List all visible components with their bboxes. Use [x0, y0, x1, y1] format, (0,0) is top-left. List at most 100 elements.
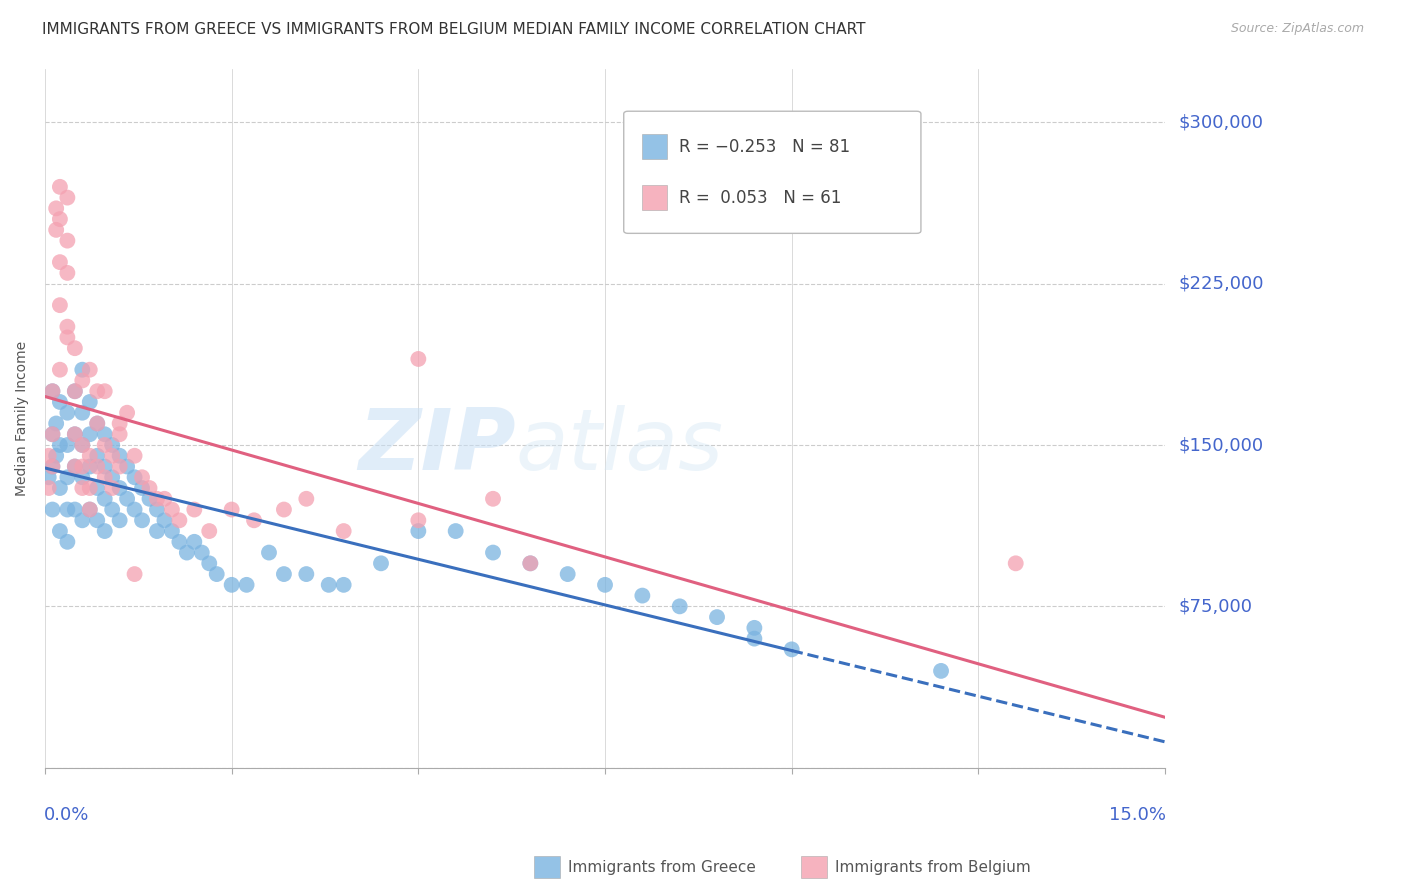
Point — [49, 362, 72, 376]
Text: $225,000: $225,000 — [1180, 275, 1264, 293]
Text: R = −0.253   N = 81: R = −0.253 N = 81 — [679, 137, 849, 155]
Point — [45, 202, 67, 216]
Point — [56, 470, 79, 484]
Point — [169, 513, 191, 527]
Point — [131, 470, 153, 484]
Point — [63, 459, 86, 474]
Point — [79, 427, 101, 442]
Point — [79, 459, 101, 474]
Point — [131, 481, 153, 495]
Point — [332, 578, 354, 592]
Point — [49, 481, 72, 495]
Point — [744, 621, 766, 635]
Point — [108, 449, 131, 463]
Point — [146, 524, 169, 538]
Text: $300,000: $300,000 — [1180, 113, 1264, 131]
Text: Immigrants from Belgium: Immigrants from Belgium — [835, 860, 1031, 874]
Point — [38, 470, 60, 484]
Point — [45, 417, 67, 431]
Point — [295, 567, 318, 582]
Y-axis label: Median Family Income: Median Family Income — [15, 341, 30, 496]
Point — [131, 513, 153, 527]
Point — [63, 384, 86, 399]
Point — [138, 481, 160, 495]
Point — [744, 632, 766, 646]
Point — [169, 534, 191, 549]
Point — [101, 502, 124, 516]
Point — [146, 491, 169, 506]
Point — [41, 427, 63, 442]
Point — [45, 449, 67, 463]
Point — [72, 438, 94, 452]
Point — [41, 459, 63, 474]
Point — [160, 524, 183, 538]
Point — [56, 534, 79, 549]
Point — [108, 513, 131, 527]
Point — [929, 664, 952, 678]
Point — [153, 491, 176, 506]
Point — [146, 502, 169, 516]
Point — [41, 384, 63, 399]
Point — [41, 384, 63, 399]
Point — [370, 557, 392, 571]
Point — [79, 481, 101, 495]
Point — [63, 459, 86, 474]
Point — [668, 599, 690, 614]
Point — [519, 557, 541, 571]
Point — [408, 513, 430, 527]
Text: Source: ZipAtlas.com: Source: ZipAtlas.com — [1230, 22, 1364, 36]
Point — [49, 212, 72, 227]
Point — [780, 642, 803, 657]
Point — [205, 567, 228, 582]
Point — [49, 179, 72, 194]
Point — [115, 459, 138, 474]
Point — [221, 578, 243, 592]
Point — [160, 502, 183, 516]
Point — [124, 470, 146, 484]
Point — [49, 298, 72, 312]
Text: 0.0%: 0.0% — [44, 806, 89, 824]
Point — [101, 438, 124, 452]
Point — [101, 449, 124, 463]
Point — [86, 384, 108, 399]
Point — [63, 427, 86, 442]
Point — [273, 567, 295, 582]
Point — [38, 449, 60, 463]
Point — [183, 534, 205, 549]
Text: IMMIGRANTS FROM GREECE VS IMMIGRANTS FROM BELGIUM MEDIAN FAMILY INCOME CORRELATI: IMMIGRANTS FROM GREECE VS IMMIGRANTS FRO… — [42, 22, 866, 37]
Text: atlas: atlas — [516, 405, 724, 488]
Text: $150,000: $150,000 — [1180, 436, 1264, 454]
Point — [86, 459, 108, 474]
Point — [444, 524, 467, 538]
Point — [72, 513, 94, 527]
Point — [56, 502, 79, 516]
Point — [235, 578, 257, 592]
Point — [221, 502, 243, 516]
Point — [86, 449, 108, 463]
Point — [295, 491, 318, 506]
Point — [332, 524, 354, 538]
Point — [482, 491, 505, 506]
Point — [124, 502, 146, 516]
Point — [631, 589, 654, 603]
Text: R =  0.053   N = 61: R = 0.053 N = 61 — [679, 189, 841, 207]
Point — [86, 417, 108, 431]
Point — [56, 266, 79, 280]
Point — [72, 406, 94, 420]
Point — [183, 502, 205, 516]
Point — [191, 545, 214, 559]
Point — [124, 567, 146, 582]
Point — [79, 449, 101, 463]
Point — [63, 384, 86, 399]
Point — [706, 610, 728, 624]
Point — [86, 513, 108, 527]
Point — [198, 557, 221, 571]
Point — [72, 438, 94, 452]
Point — [108, 459, 131, 474]
Point — [115, 491, 138, 506]
Point — [72, 481, 94, 495]
Point — [93, 524, 115, 538]
Point — [93, 438, 115, 452]
Point — [56, 438, 79, 452]
Point — [108, 417, 131, 431]
